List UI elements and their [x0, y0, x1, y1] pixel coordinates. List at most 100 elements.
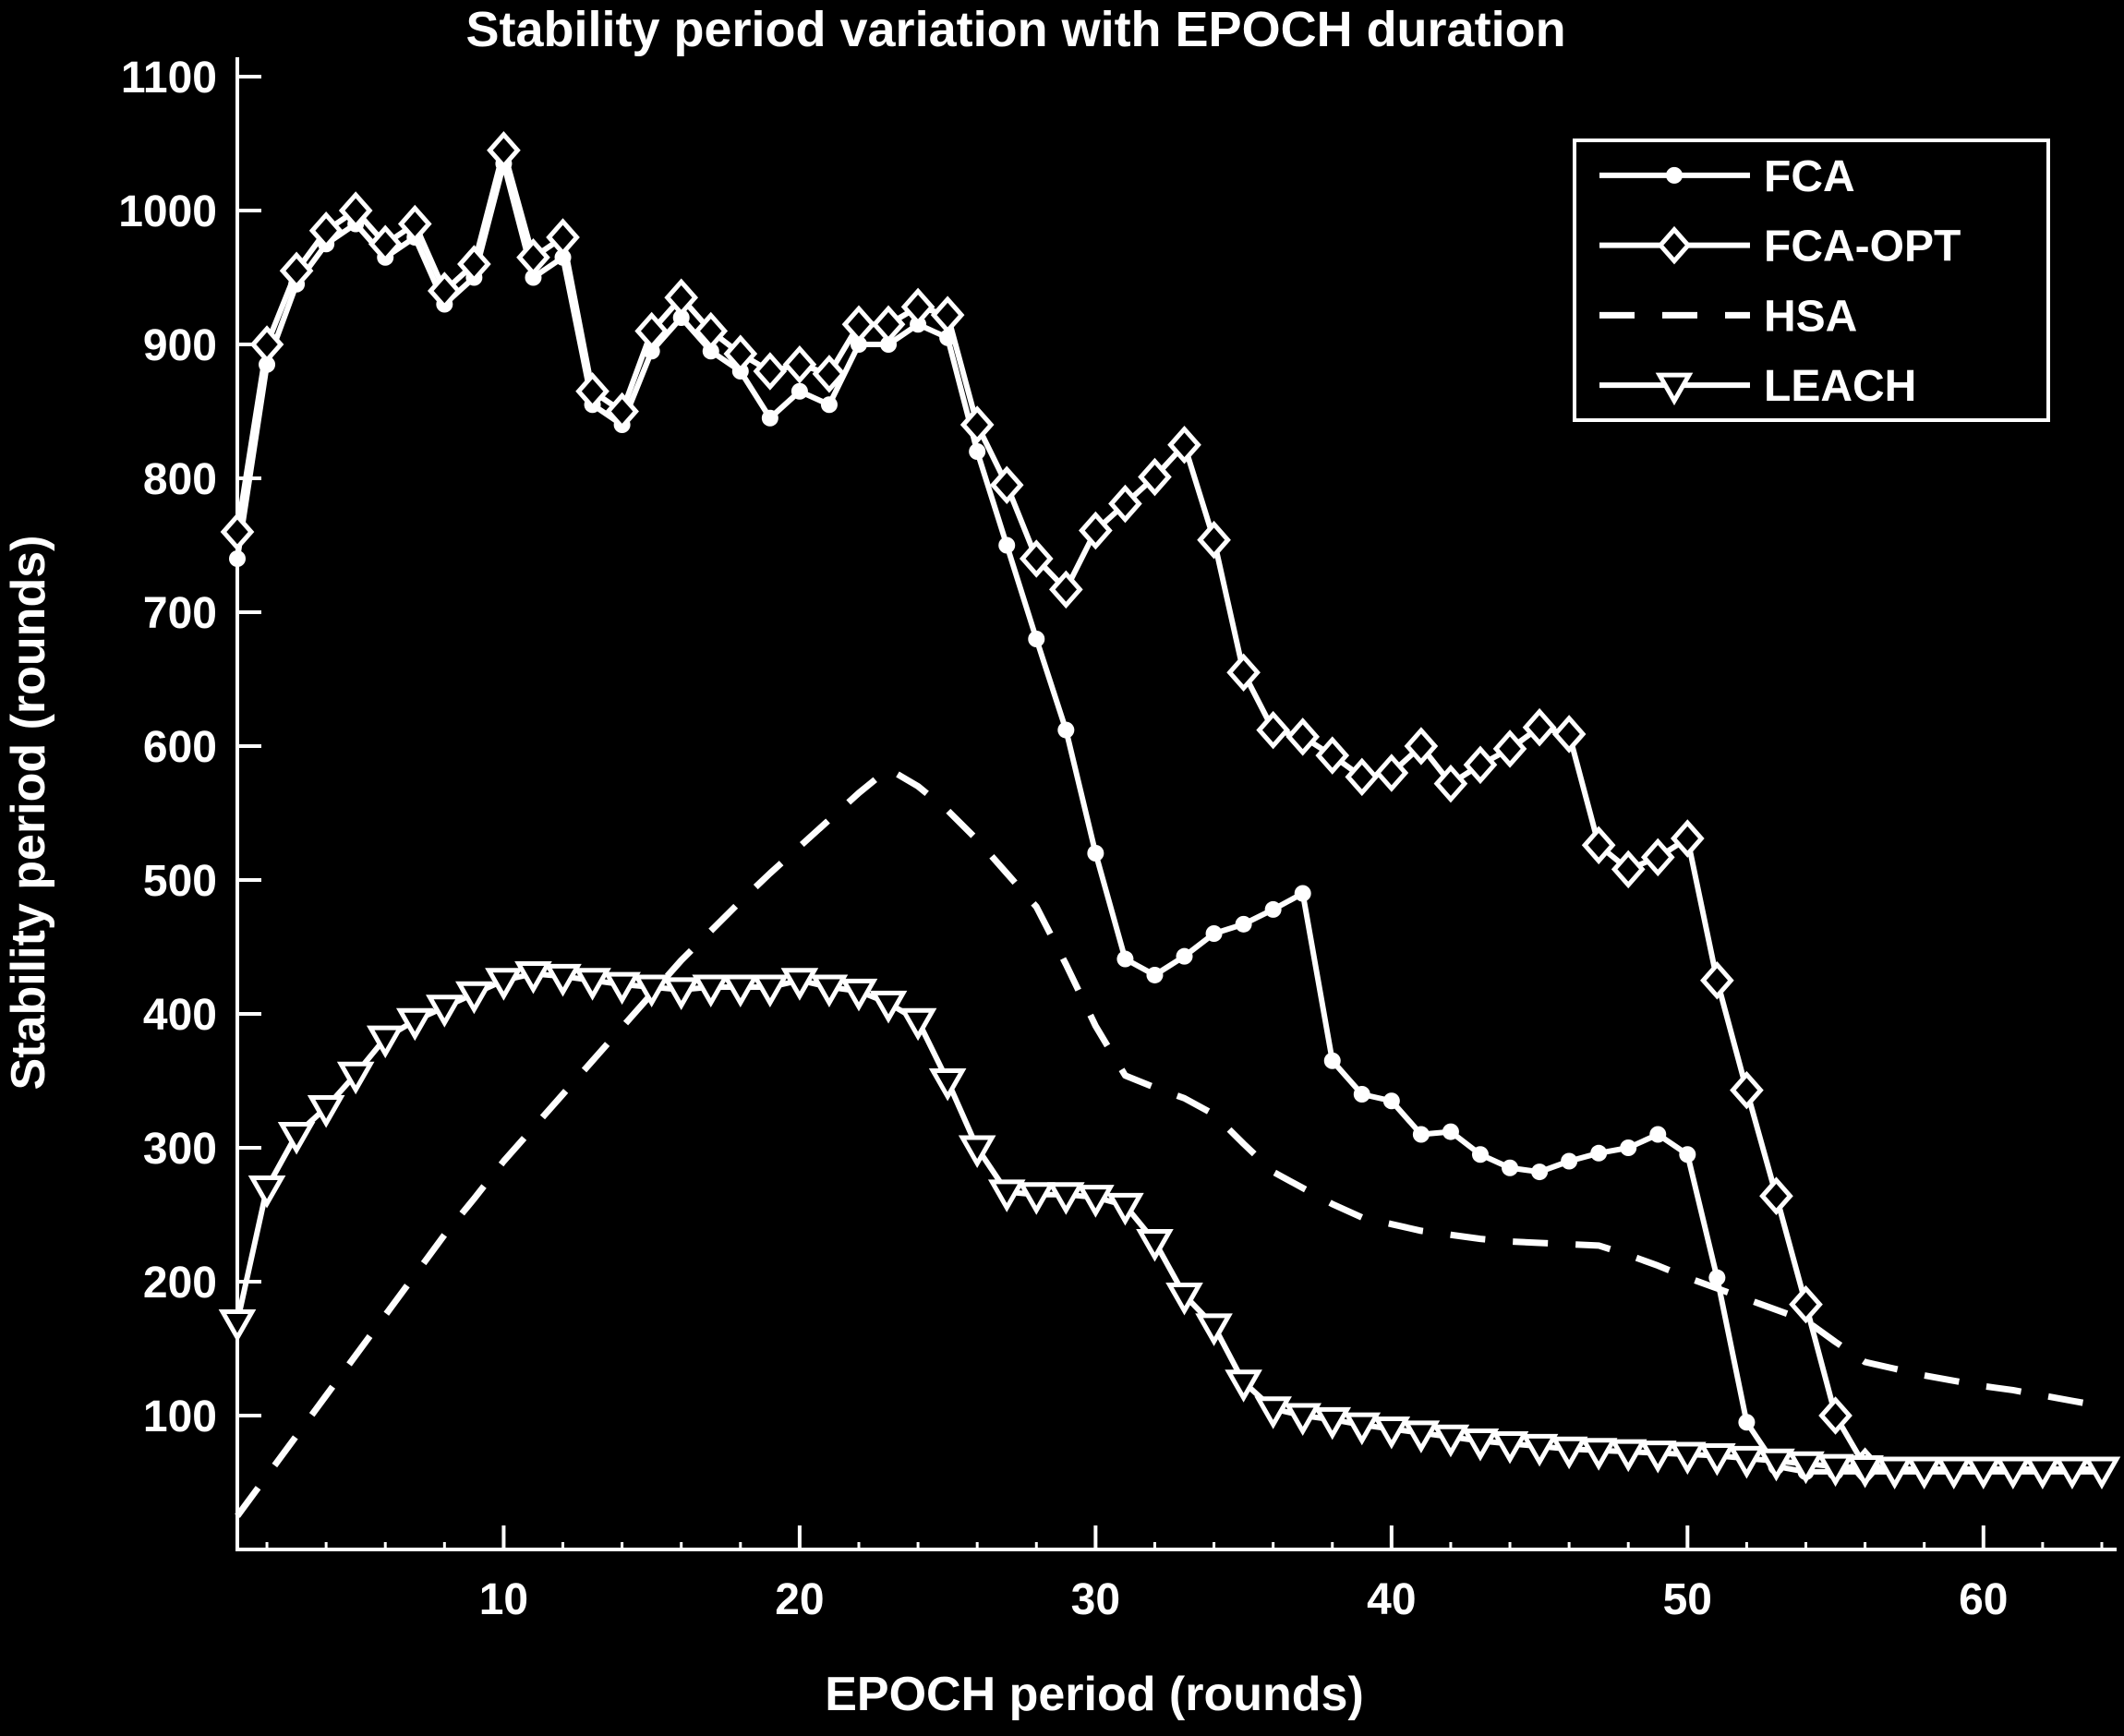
- triangle-down-marker: [810, 974, 849, 1008]
- triangle-down-marker: [1846, 1455, 1884, 1489]
- y-tick-label: 300: [143, 1125, 217, 1174]
- triangle-down-marker: [1728, 1445, 1766, 1479]
- diamond-marker: [959, 405, 995, 444]
- triangle-down-marker: [869, 990, 908, 1024]
- diamond-marker: [427, 271, 462, 310]
- diamond-marker: [1315, 736, 1350, 775]
- diamond-marker: [487, 130, 521, 170]
- diamond-marker: [1079, 511, 1113, 550]
- y-tick-label: 1000: [118, 187, 217, 236]
- dot-marker: [1708, 1269, 1726, 1286]
- diamond-marker: [308, 211, 344, 250]
- y-tick-label: 600: [143, 723, 217, 772]
- diamond-marker: [871, 305, 906, 344]
- diamond-marker: [1197, 520, 1231, 560]
- dot-marker: [880, 336, 898, 353]
- diamond-marker: [279, 251, 314, 291]
- diamond-marker: [782, 344, 817, 384]
- diamond-marker: [249, 325, 284, 364]
- diamond-marker: [1226, 653, 1261, 693]
- diamond-marker: [634, 311, 669, 351]
- y-tick-label: 900: [143, 321, 217, 370]
- legend-item-leach: LEACH: [1599, 362, 1916, 411]
- dot-marker: [1087, 845, 1104, 862]
- triangle-down-marker: [1225, 1369, 1262, 1403]
- dot-marker: [702, 343, 719, 360]
- triangle-down-marker: [1165, 1283, 1203, 1316]
- triangle-down-marker: [1609, 1439, 1647, 1473]
- dot-marker: [1116, 950, 1134, 968]
- dot-marker: [1412, 1126, 1430, 1143]
- triangle-down-marker: [692, 974, 730, 1008]
- x-tick-label: 40: [1367, 1575, 1416, 1624]
- diamond-marker: [1551, 715, 1587, 753]
- legend-label: LEACH: [1764, 362, 1916, 411]
- diamond-marker: [1581, 826, 1616, 865]
- triangle-down-marker: [1313, 1406, 1352, 1441]
- diamond-marker: [1759, 1176, 1793, 1215]
- dot-marker: [672, 309, 690, 326]
- legend-item-fca-opt: FCA-OPT: [1599, 223, 1961, 271]
- dot-marker: [1294, 885, 1311, 902]
- triangle-down-marker: [1655, 372, 1694, 406]
- diamond-marker: [457, 245, 491, 283]
- triangle-down-marker: [899, 1007, 937, 1042]
- triangle-down-marker: [336, 1061, 375, 1095]
- diamond-marker: [900, 287, 935, 327]
- triangle-down-marker: [958, 1135, 996, 1169]
- dot-marker: [1264, 900, 1282, 918]
- diamond-marker: [753, 352, 788, 391]
- diamond-marker: [368, 224, 403, 264]
- triangle-down-marker: [1876, 1456, 1913, 1490]
- triangle-down-marker: [1964, 1456, 2003, 1490]
- x-tick-label: 10: [479, 1575, 528, 1624]
- y-tick-label: 800: [143, 455, 217, 504]
- y-tick-label: 500: [143, 857, 217, 906]
- diamond-marker: [338, 191, 373, 230]
- triangle-down-marker: [1106, 1192, 1144, 1226]
- dot-marker: [1057, 721, 1075, 739]
- triangle-down-marker: [1343, 1412, 1382, 1446]
- legend-box: [1573, 139, 2050, 422]
- dot-marker: [1382, 1092, 1400, 1110]
- diamond-marker: [516, 237, 550, 277]
- legend: FCA FCA-OPT HSA LEACH: [1573, 139, 2050, 422]
- triangle-down-marker: [633, 974, 670, 1008]
- diamond-marker: [1138, 457, 1172, 497]
- diamond-marker: [1522, 707, 1557, 747]
- series-fca-opt: [220, 130, 1882, 1486]
- triangle-down-marker: [1372, 1417, 1411, 1450]
- y-tick-label: 200: [143, 1259, 217, 1308]
- triangle-down-marker: [2023, 1456, 2062, 1490]
- triangle-down-marker: [603, 971, 641, 1006]
- dot-marker: [1176, 947, 1193, 965]
- diamond-marker: [1611, 850, 1646, 889]
- diamond-marker: [1657, 225, 1692, 265]
- triangle-down-marker: [2082, 1456, 2121, 1490]
- x-tick-label: 60: [1959, 1575, 2008, 1624]
- triangle-down-marker: [1195, 1313, 1233, 1346]
- diamond-marker: [397, 204, 432, 244]
- x-axis-label: EPOCH period (rounds): [825, 1668, 1364, 1721]
- triangle-down-marker: [1816, 1453, 1854, 1488]
- dot-marker: [1620, 1139, 1637, 1156]
- x-tick-label: 30: [1071, 1575, 1120, 1624]
- triangle-down-marker: [1757, 1448, 1795, 1482]
- triangle-down-marker: [1787, 1451, 1825, 1485]
- triangle-down-marker: [1638, 1441, 1677, 1474]
- diamond-marker: [1404, 727, 1439, 766]
- diamond-marker: [1640, 838, 1675, 877]
- triangle-down-marker: [839, 978, 878, 1012]
- triangle-down-marker: [1579, 1438, 1618, 1471]
- diamond-marker: [1433, 764, 1468, 803]
- triangle-down-marker: [1994, 1456, 2033, 1490]
- diamond-marker: [1789, 1284, 1823, 1324]
- dot-marker: [525, 269, 542, 286]
- dot-marker: [1028, 631, 1045, 647]
- diamond-marker: [546, 218, 580, 257]
- diamond-marker: [664, 278, 699, 318]
- triangle-down-marker: [366, 1025, 404, 1059]
- triangle-down-marker: [1136, 1229, 1174, 1262]
- triangle-down-marker: [1077, 1185, 1115, 1218]
